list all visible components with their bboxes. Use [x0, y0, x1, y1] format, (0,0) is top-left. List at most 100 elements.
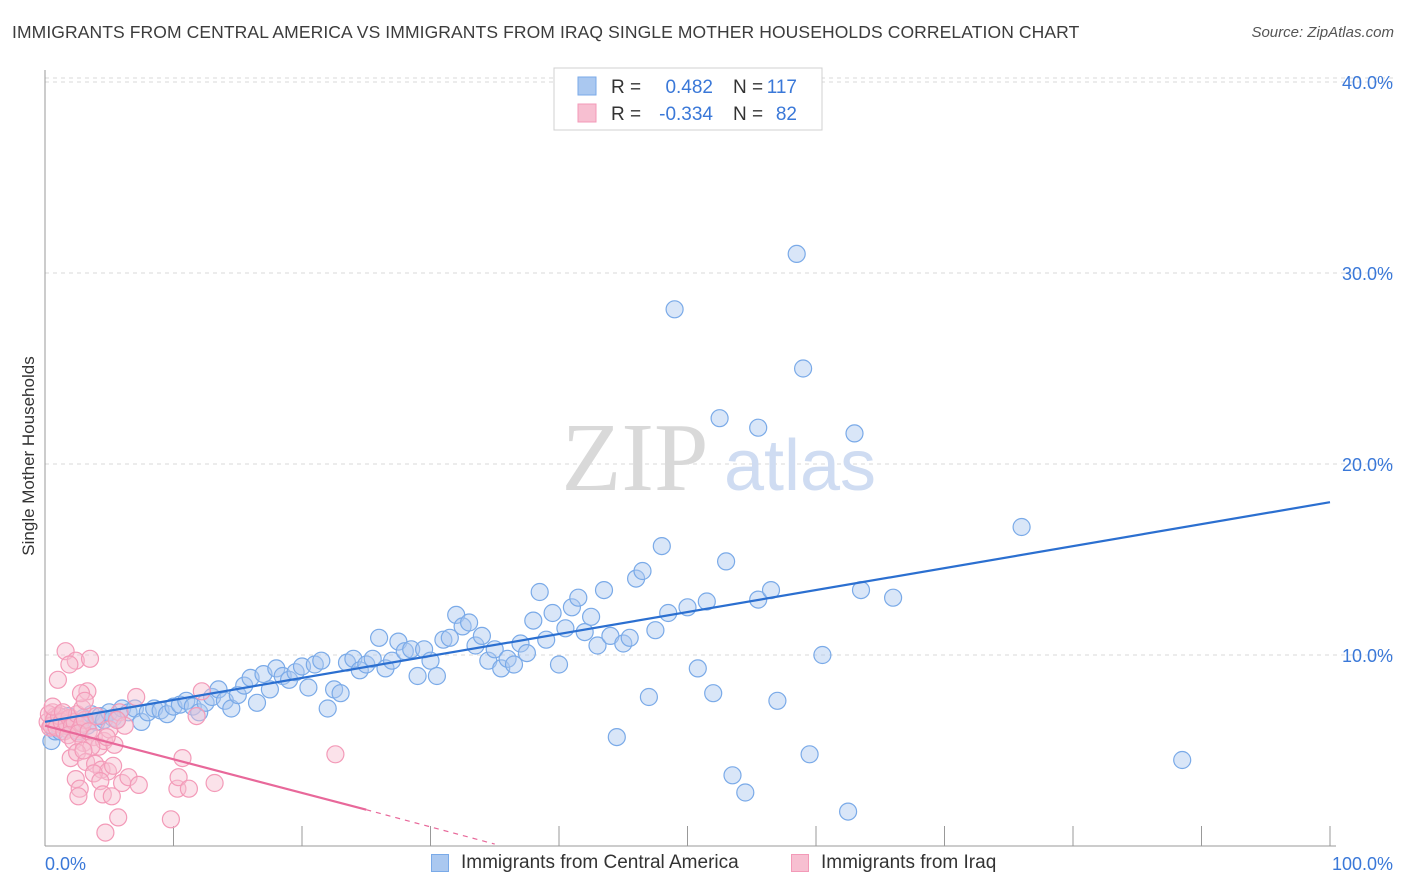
- data-point: [74, 741, 93, 760]
- series-iraq: [38, 642, 345, 842]
- data-point: [331, 684, 350, 703]
- stats-r-value: -0.334: [659, 104, 713, 125]
- trend-line-iraq-extension: [366, 809, 495, 845]
- data-point: [102, 787, 121, 806]
- legend-label-iraq: Immigrants from Iraq: [821, 852, 997, 873]
- legend-item-iraq[interactable]: Immigrants from Iraq: [791, 852, 996, 874]
- data-point: [75, 691, 94, 710]
- y-axis-label: Single Mother Households: [19, 356, 38, 555]
- y-tick-label: 40.0%: [1342, 73, 1393, 93]
- series-central-america: [42, 244, 1192, 821]
- data-point: [87, 706, 106, 726]
- stats-legend-box: [553, 67, 823, 131]
- data-point: [48, 670, 68, 689]
- data-point: [845, 424, 864, 443]
- data-point: [103, 756, 123, 775]
- data-point: [267, 659, 286, 678]
- data-point: [1173, 750, 1192, 770]
- data-point: [569, 588, 588, 607]
- data-point: [91, 771, 110, 791]
- data-point: [838, 802, 858, 821]
- data-point: [639, 687, 659, 707]
- data-point: [70, 779, 89, 798]
- data-point: [460, 613, 479, 632]
- data-point: [749, 418, 768, 437]
- data-point: [1012, 517, 1031, 537]
- data-point: [588, 636, 607, 655]
- data-point: [434, 630, 453, 649]
- data-point: [402, 640, 421, 659]
- data-point: [408, 666, 427, 686]
- watermark: ZIP atlas: [562, 404, 877, 512]
- stats-n-label: N =: [733, 77, 763, 98]
- data-point: [96, 823, 115, 842]
- legend-item-central-america[interactable]: Immigrants from Central America: [431, 852, 739, 874]
- trend-lines: [44, 501, 1331, 845]
- data-point: [710, 409, 729, 428]
- trend-line-iraq: [44, 724, 367, 811]
- data-point: [652, 536, 671, 556]
- data-point: [192, 682, 211, 701]
- data-point: [363, 649, 382, 668]
- data-point: [793, 359, 813, 378]
- data-point: [883, 588, 903, 607]
- data-point: [594, 580, 614, 600]
- data-point: [517, 643, 537, 663]
- stats-legend: R = 0.482 N = 117 R = -0.334 N = 82: [553, 67, 823, 131]
- stats-r-label: R =: [611, 104, 641, 125]
- data-point: [326, 745, 345, 764]
- data-point: [530, 582, 549, 602]
- data-point: [575, 622, 594, 642]
- data-point: [169, 768, 188, 787]
- y-tick-label: 20.0%: [1342, 455, 1393, 475]
- data-point: [93, 785, 112, 804]
- stats-n-label: N =: [733, 104, 763, 125]
- data-point: [109, 808, 128, 827]
- data-point: [723, 766, 742, 785]
- data-point: [158, 705, 177, 724]
- data-point: [161, 810, 180, 829]
- data-point: [549, 655, 569, 674]
- data-point: [716, 552, 736, 571]
- gridlines: [45, 77, 1395, 656]
- data-point: [228, 685, 247, 705]
- data-point: [187, 706, 206, 726]
- stats-n-value: 82: [776, 104, 797, 125]
- data-point: [607, 727, 626, 747]
- data-point: [53, 703, 73, 722]
- tick-labels: 10.0% 20.0% 30.0% 40.0% 0.0% 100.0%: [45, 73, 1393, 874]
- data-point: [427, 666, 446, 686]
- data-point: [179, 779, 198, 798]
- data-point: [581, 607, 601, 626]
- data-point: [646, 621, 665, 640]
- data-point: [119, 768, 138, 787]
- y-tick-label: 30.0%: [1342, 264, 1393, 284]
- stats-r-label: R =: [611, 77, 641, 98]
- data-point: [659, 603, 678, 623]
- data-point: [127, 687, 146, 707]
- data-point: [688, 659, 707, 678]
- legend-swatch-pink: [791, 854, 809, 872]
- data-point: [800, 745, 819, 764]
- data-point: [247, 693, 267, 712]
- data-point: [504, 655, 524, 674]
- stats-swatch-pink: [577, 103, 597, 123]
- data-point: [633, 561, 652, 581]
- chart-legend: Immigrants from Central America Immigran…: [0, 852, 1406, 878]
- data-point: [80, 649, 100, 668]
- data-point: [665, 300, 684, 319]
- data-point: [537, 630, 556, 649]
- stats-swatch-blue: [577, 76, 597, 96]
- source-label: Source: ZipAtlas.com: [1251, 24, 1394, 41]
- y-tick-label: 10.0%: [1342, 646, 1393, 666]
- data-point: [472, 626, 491, 646]
- data-point: [768, 691, 787, 710]
- legend-label-central-america: Immigrants from Central America: [461, 852, 739, 873]
- data-point: [312, 651, 331, 670]
- data-point: [697, 592, 716, 611]
- data-point: [60, 655, 79, 674]
- data-point: [736, 783, 755, 802]
- data-point: [69, 787, 88, 806]
- data-point: [620, 628, 639, 647]
